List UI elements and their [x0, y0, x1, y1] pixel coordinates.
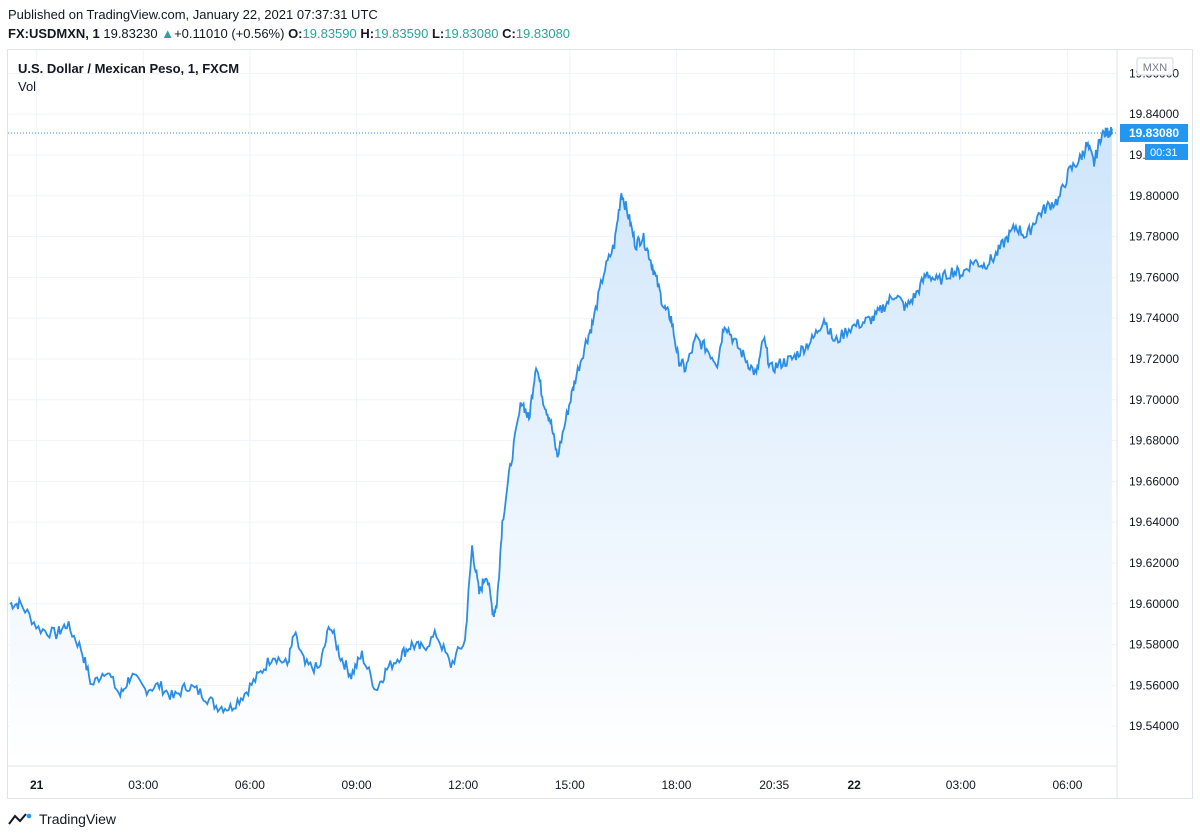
countdown-badge: [1145, 143, 1188, 160]
x-tick-label: 03:00: [946, 778, 976, 792]
open-label: O:: [288, 26, 303, 41]
low-label: L:: [431, 26, 445, 41]
low-value: 19.83080: [444, 26, 499, 41]
y-tick-label: 19.56000: [1129, 678, 1179, 692]
open-value: 19.83590: [302, 26, 357, 41]
close-label: C:: [502, 26, 516, 41]
x-tick-label: 12:00: [448, 778, 478, 792]
tradingview-logo-icon: [8, 813, 32, 825]
price-area-fill: [10, 127, 1112, 767]
x-tick-label: 15:00: [555, 778, 585, 792]
y-tick-label: 19.54000: [1129, 719, 1179, 733]
chart-title: U.S. Dollar / Mexican Peso, 1, FXCM: [18, 61, 240, 76]
x-tick-label: 22: [848, 778, 862, 792]
y-tick-label: 19.66000: [1129, 474, 1179, 488]
close-value: 19.83080: [515, 26, 571, 41]
countdown-label: 00:31: [1150, 147, 1178, 159]
y-tick-label: 19.76000: [1129, 270, 1179, 284]
y-tick-label: 19.68000: [1129, 434, 1179, 448]
y-tick-label: 19.64000: [1129, 515, 1179, 529]
currency-badge: [1136, 57, 1174, 76]
quote-bar: FX:USDMXN, 1 19.83230 ▲+0.11010 (+0.56%)…: [8, 26, 570, 41]
y-tick-label: 19.72000: [1129, 352, 1179, 366]
y-tick-label: 19.58000: [1129, 638, 1179, 652]
currency-label: MXN: [1143, 62, 1168, 74]
chart-frame: [7, 49, 1193, 799]
x-tick-label: 18:00: [661, 778, 691, 792]
tradingview-brand[interactable]: TradingView: [8, 811, 116, 827]
y-tick-label: 19.78000: [1129, 230, 1179, 244]
price-line: [9, 127, 1113, 715]
y-tick-label: 19.60000: [1129, 597, 1179, 611]
y-tick-label: 19.70000: [1129, 393, 1179, 407]
last-price: 19.83230: [103, 26, 158, 41]
price-change: +0.11010 (+0.56%): [174, 26, 285, 41]
x-tick-label: 06:00: [1052, 778, 1082, 792]
published-note: Published on TradingView.com, January 22…: [8, 7, 378, 22]
volume-label: Vol: [18, 79, 37, 94]
high-value: 19.83590: [374, 26, 429, 41]
y-tick-label: 19.84000: [1129, 107, 1179, 121]
y-tick-label: 19.62000: [1129, 556, 1179, 570]
x-tick-label: 20:35: [759, 778, 789, 792]
last-price-badge-label: 19.83080: [1129, 126, 1179, 140]
brand-label: TradingView: [39, 811, 117, 827]
last-price-badge: [1120, 123, 1188, 142]
symbol-label[interactable]: FX:USDMXN, 1: [8, 26, 100, 41]
high-label: H:: [360, 26, 375, 41]
up-arrow-icon: ▲: [161, 26, 175, 41]
x-tick-label: 09:00: [342, 778, 372, 792]
x-tick-label: 03:00: [128, 778, 158, 792]
x-tick-label: 06:00: [235, 778, 265, 792]
x-tick-label: 21: [30, 778, 44, 792]
y-tick-label: 19.80000: [1129, 189, 1179, 203]
y-tick-label: 19.74000: [1129, 311, 1179, 325]
